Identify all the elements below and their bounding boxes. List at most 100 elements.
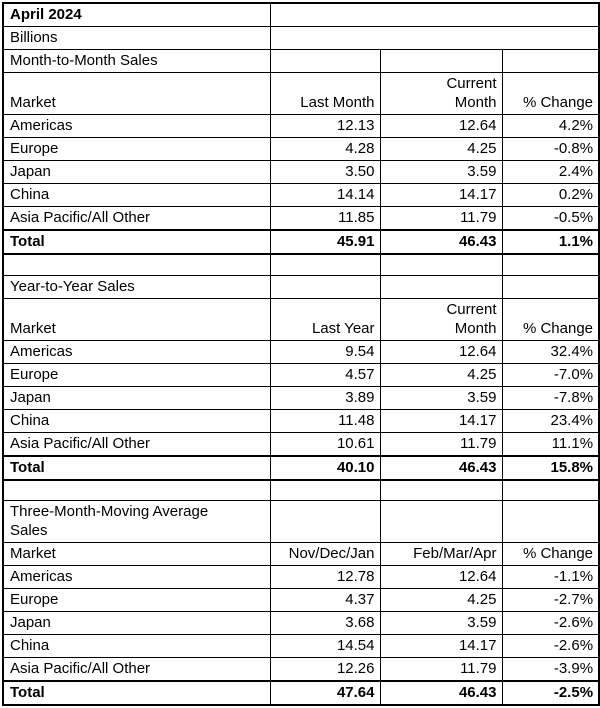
market-cell: China [2,634,271,658]
current-value-cell: 12.64 [379,114,503,138]
change-cell: -1.1% [501,565,600,589]
empty-cell [379,479,503,501]
table-row: Europe 4.28 4.25 -0.8% [2,137,600,161]
units-row: Billions [2,26,600,50]
current-value-cell: 14.17 [379,634,503,658]
total-row: Total 40.10 46.43 15.8% [2,454,600,481]
prev-value-cell: 3.50 [269,160,381,184]
change-cell: -2.6% [501,611,600,635]
units-label: Billions [2,26,271,50]
table-row: Europe 4.57 4.25 -7.0% [2,362,600,387]
table-row: China 11.48 14.17 23.4% [2,408,600,433]
prev-value-cell: 9.54 [269,339,381,364]
market-cell: Europe [2,362,271,387]
column-header-row: Market Nov/Dec/Jan Feb/Mar/Apr % Change [2,542,600,566]
empty-cell [501,479,600,501]
current-value-cell: 11.79 [379,657,503,682]
prev-value-cell: 4.28 [269,137,381,161]
total-row: Total 47.64 46.43 -2.5% [2,680,600,706]
table-row: Asia Pacific/All Other 11.85 11.79 -0.5% [2,206,600,231]
current-value-cell: 12.64 [379,339,503,364]
total-prev-cell: 45.91 [269,229,381,255]
total-row: Total 45.91 46.43 1.1% [2,229,600,255]
column-header-current: Current Month [379,72,503,115]
market-cell: Europe [2,137,271,161]
market-cell: Europe [2,588,271,612]
separator-row [2,253,600,276]
section-title-row: Three-Month-Moving Average Sales [2,500,600,543]
column-header-change: % Change [501,542,600,566]
table-row: China 14.54 14.17 -2.6% [2,634,600,658]
column-header-change: % Change [501,72,600,115]
table-row: China 14.14 14.17 0.2% [2,183,600,207]
prev-value-cell: 12.13 [269,114,381,138]
empty-cell [501,500,600,543]
total-change-cell: -2.5% [501,680,600,706]
table-row: Americas 9.54 12.64 32.4% [2,339,600,364]
empty-cell [379,49,503,73]
total-label: Total [2,229,271,255]
total-prev-cell: 47.64 [269,680,381,706]
table-row: Japan 3.50 3.59 2.4% [2,160,600,184]
market-cell: Asia Pacific/All Other [2,657,271,682]
total-change-cell: 15.8% [501,454,600,481]
prev-value-cell: 14.14 [269,183,381,207]
change-cell: 32.4% [501,339,600,364]
column-header-market: Market [2,297,271,341]
table-row: Asia Pacific/All Other 10.61 11.79 11.1% [2,431,600,456]
empty-cell [269,274,381,299]
change-cell: 23.4% [501,408,600,433]
empty-cell [269,49,381,73]
total-prev-cell: 40.10 [269,454,381,481]
market-cell: Americas [2,114,271,138]
column-header-prev: Last Year [269,297,381,341]
total-current-cell: 46.43 [379,229,503,255]
section-title: Year-to-Year Sales [2,274,271,299]
empty-cell [501,253,600,276]
current-value-cell: 4.25 [379,588,503,612]
column-header-market: Market [2,542,271,566]
current-value-cell: 11.79 [379,206,503,231]
change-cell: -0.5% [501,206,600,231]
current-value-cell: 3.59 [379,611,503,635]
column-header-prev: Nov/Dec/Jan [269,542,381,566]
current-value-cell: 3.59 [379,385,503,410]
change-cell: -0.8% [501,137,600,161]
total-label: Total [2,680,271,706]
market-cell: Japan [2,611,271,635]
change-cell: 2.4% [501,160,600,184]
empty-cell [269,253,381,276]
change-cell: -7.8% [501,385,600,410]
current-value-cell: 4.25 [379,362,503,387]
prev-value-cell: 4.37 [269,588,381,612]
report-title: April 2024 [2,2,271,27]
empty-cell [269,479,381,501]
empty-cell [2,253,271,276]
table-row: Americas 12.13 12.64 4.2% [2,114,600,138]
column-header-row: Market Last Month Current Month % Change [2,72,600,115]
table-row: Japan 3.68 3.59 -2.6% [2,611,600,635]
prev-value-cell: 11.85 [269,206,381,231]
change-cell: -2.6% [501,634,600,658]
section-title-row: Year-to-Year Sales [2,274,600,299]
column-header-market: Market [2,72,271,115]
column-header-change: % Change [501,297,600,341]
section-title: Month-to-Month Sales [2,49,271,73]
column-header-current: Feb/Mar/Apr [379,542,503,566]
table-row: Europe 4.37 4.25 -2.7% [2,588,600,612]
current-value-cell: 11.79 [379,431,503,456]
prev-value-cell: 4.57 [269,362,381,387]
change-cell: 11.1% [501,431,600,456]
total-change-cell: 1.1% [501,229,600,255]
empty-cell [379,500,503,543]
change-cell: 0.2% [501,183,600,207]
empty-cell [379,274,503,299]
current-value-cell: 3.59 [379,160,503,184]
change-cell: -3.9% [501,657,600,682]
report-title-row: April 2024 [2,2,600,27]
change-cell: 4.2% [501,114,600,138]
table-row: Asia Pacific/All Other 12.26 11.79 -3.9% [2,657,600,682]
current-value-cell: 14.17 [379,183,503,207]
